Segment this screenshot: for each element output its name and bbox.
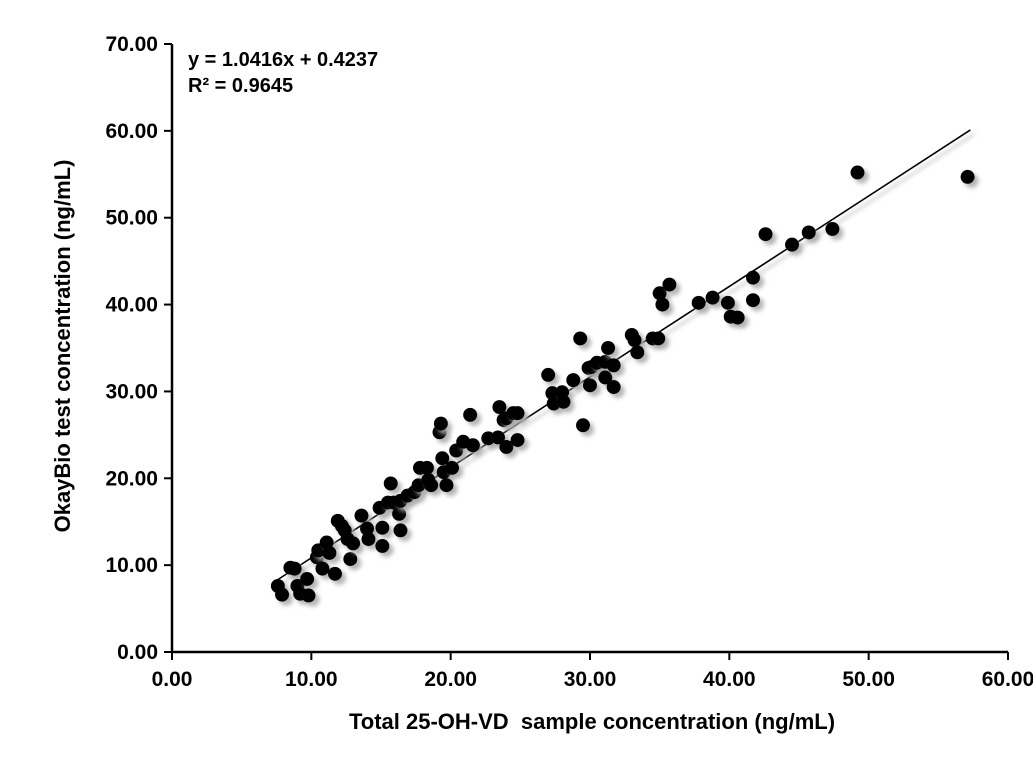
data-point: [287, 561, 302, 576]
y-tick-label: 0.00: [117, 641, 158, 664]
x-axis-title: Total 25-OH-VD sample concentration (ng/…: [349, 709, 835, 734]
data-point: [662, 277, 677, 292]
data-point: [850, 165, 865, 180]
data-point: [354, 508, 369, 523]
data-point: [375, 520, 390, 535]
y-tick-label: 50.00: [105, 207, 158, 230]
y-tick-label: 70.00: [105, 33, 158, 56]
x-tick-label: 50.00: [842, 668, 895, 691]
x-tick-label: 30.00: [564, 668, 617, 691]
data-point: [361, 532, 376, 547]
data-point: [445, 460, 460, 475]
x-tick-label: 40.00: [703, 668, 756, 691]
data-point: [424, 478, 439, 493]
y-tick-label: 20.00: [105, 467, 158, 490]
data-point: [801, 225, 816, 240]
data-point: [785, 237, 800, 252]
data-point: [435, 451, 450, 466]
data-point: [360, 521, 375, 536]
data-point: [328, 566, 343, 581]
x-tick-label: 0.00: [152, 668, 193, 691]
data-point: [343, 552, 358, 567]
y-tick-label: 30.00: [105, 380, 158, 403]
data-point: [576, 418, 591, 433]
x-tick-label: 20.00: [424, 668, 477, 691]
y-tick-label: 60.00: [105, 120, 158, 143]
data-point: [960, 169, 975, 184]
data-point: [691, 295, 706, 310]
data-point: [315, 561, 330, 576]
data-point: [758, 227, 773, 242]
data-points-layer: [270, 165, 975, 603]
scatter-chart-figure: 0.00 10.00 20.00 30.00 40.00 50.00 60.00 0.00 10…: [40, 16, 1033, 751]
data-point: [383, 476, 398, 491]
data-point: [433, 416, 448, 431]
scatter-plot-canvas: 0.00 10.00 20.00 30.00 40.00 50.00 60.00 0.00 10…: [50, 33, 1033, 734]
data-point: [300, 572, 315, 587]
data-point: [275, 587, 290, 602]
data-point: [746, 270, 761, 285]
data-point: [583, 378, 597, 393]
data-point: [651, 331, 666, 346]
data-point: [746, 293, 761, 308]
y-tick-label: 40.00: [105, 294, 158, 317]
data-point: [392, 506, 407, 521]
data-point: [491, 430, 506, 445]
data-point: [652, 286, 667, 301]
trendline-equation-label: y = 1.0416x + 0.4237: [188, 49, 378, 71]
r-squared-label: R² = 0.9645: [188, 75, 293, 97]
y-axis-title: OkayBio test concentration (ng/mL): [50, 160, 75, 533]
data-point: [375, 539, 390, 554]
data-point: [825, 222, 840, 237]
data-point: [556, 394, 571, 409]
x-tick-label: 60.00: [982, 668, 1033, 691]
data-point: [301, 588, 316, 603]
data-point: [606, 358, 621, 373]
data-point: [601, 341, 616, 355]
data-point: [705, 290, 720, 305]
data-point: [730, 310, 745, 325]
data-point: [463, 407, 478, 422]
data-point: [606, 380, 621, 395]
data-point: [510, 406, 525, 421]
data-point: [566, 373, 581, 388]
data-point: [439, 478, 454, 493]
data-point: [322, 545, 337, 560]
data-point: [492, 400, 507, 415]
data-point: [720, 295, 735, 310]
x-tick-label: 10.00: [285, 668, 338, 691]
data-point: [499, 440, 514, 455]
data-point: [419, 460, 434, 475]
data-point: [346, 536, 361, 551]
data-point: [393, 523, 408, 538]
data-point: [573, 331, 588, 346]
axes-layer: 0.00 10.00 20.00 30.00 40.00 50.00 60.00 0.00 10…: [105, 33, 1033, 691]
data-point: [627, 333, 642, 348]
data-point: [541, 367, 556, 382]
y-tick-label: 10.00: [105, 554, 158, 577]
data-point: [598, 370, 613, 385]
data-point: [465, 438, 480, 453]
data-point: [655, 297, 670, 312]
data-point: [510, 433, 525, 448]
data-point: [630, 345, 645, 360]
